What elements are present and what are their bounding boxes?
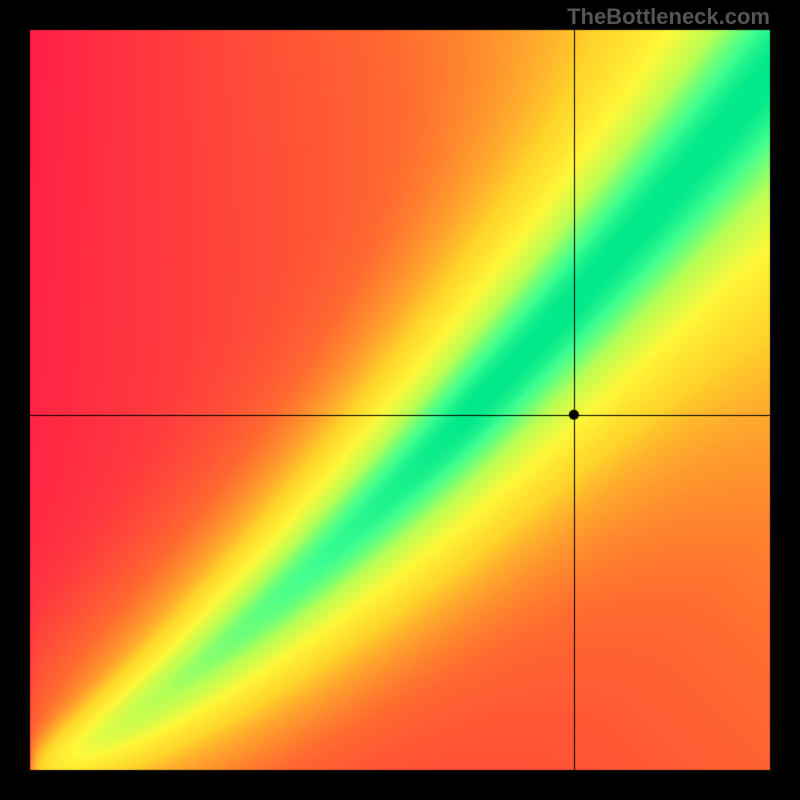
bottleneck-heatmap-canvas	[0, 0, 800, 800]
chart-root: TheBottleneck.com	[0, 0, 800, 800]
watermark-text: TheBottleneck.com	[567, 4, 770, 30]
